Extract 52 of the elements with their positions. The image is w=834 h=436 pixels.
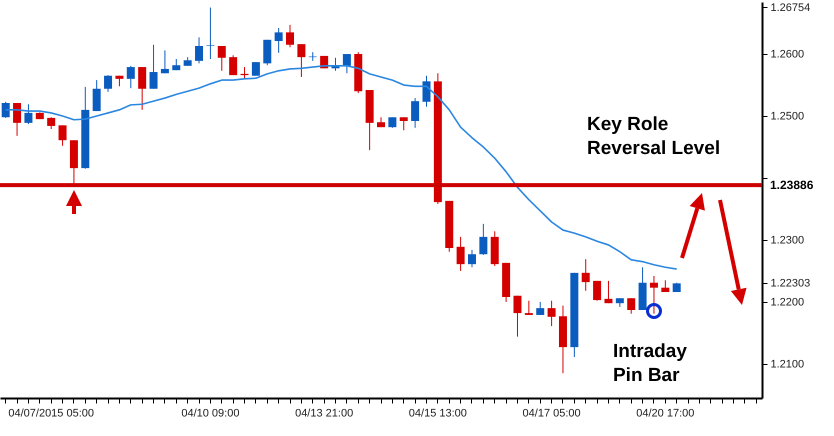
y-tick-label: 1.26754 xyxy=(770,2,810,14)
x-tick-label: 04/10 09:00 xyxy=(181,408,240,420)
candlestick xyxy=(92,80,101,112)
candlestick xyxy=(342,54,351,74)
ref-line-label: 1.23886 xyxy=(770,178,814,192)
candlestick xyxy=(218,46,226,72)
x-tick-label: 04/13 21:00 xyxy=(295,408,354,420)
annotation: Intraday Pin Bar xyxy=(613,341,688,386)
x-tick-label: 04/17 05:00 xyxy=(522,408,581,420)
candlestick xyxy=(650,275,658,314)
x-tick-label: 04/20 17:00 xyxy=(636,408,694,420)
candlestick xyxy=(160,50,169,74)
x-tick-label: 04/15 13:00 xyxy=(408,408,467,420)
y-tick-label: 1.2100 xyxy=(770,358,804,370)
candlestick xyxy=(150,44,158,90)
candlestick xyxy=(138,66,146,110)
candlestick xyxy=(593,280,602,302)
candlestick xyxy=(252,62,260,76)
y-tick-label: 1.2200 xyxy=(770,296,804,308)
candlestick xyxy=(479,223,488,256)
candlestick xyxy=(286,24,294,48)
y-tick-label: 1.2600 xyxy=(770,48,804,61)
x-tick-label: 04/07/2015 05:00 xyxy=(8,408,94,420)
y-tick-label: 1.2500 xyxy=(770,110,804,123)
candlestick xyxy=(400,116,408,131)
candlestick xyxy=(229,54,238,76)
candlestick xyxy=(58,124,67,146)
candlestick xyxy=(13,102,22,136)
candlestick xyxy=(195,36,204,64)
candlestick xyxy=(24,104,32,125)
candlestick xyxy=(456,236,465,272)
candlestick xyxy=(115,75,124,87)
candlestick xyxy=(47,116,56,130)
candlestick xyxy=(411,98,420,128)
candlestick xyxy=(468,249,476,268)
y-tick-label: 1.22303 xyxy=(770,278,810,290)
candlestick xyxy=(604,280,612,304)
candlestick xyxy=(274,28,283,54)
candlestick xyxy=(536,301,544,316)
candlestick xyxy=(297,44,306,78)
candlestick xyxy=(582,258,590,292)
candlestick xyxy=(263,39,272,66)
candlestick xyxy=(2,101,10,118)
candlestick xyxy=(627,298,636,314)
candlestick xyxy=(548,300,556,327)
candlestick xyxy=(126,65,135,89)
y-tick-label: 1.2300 xyxy=(770,234,804,246)
annotation: Key Role Reversal Level xyxy=(587,114,720,159)
candlestick xyxy=(513,295,522,338)
candlestick xyxy=(104,74,112,92)
candlestick xyxy=(422,75,430,108)
candlestick xyxy=(524,300,533,316)
